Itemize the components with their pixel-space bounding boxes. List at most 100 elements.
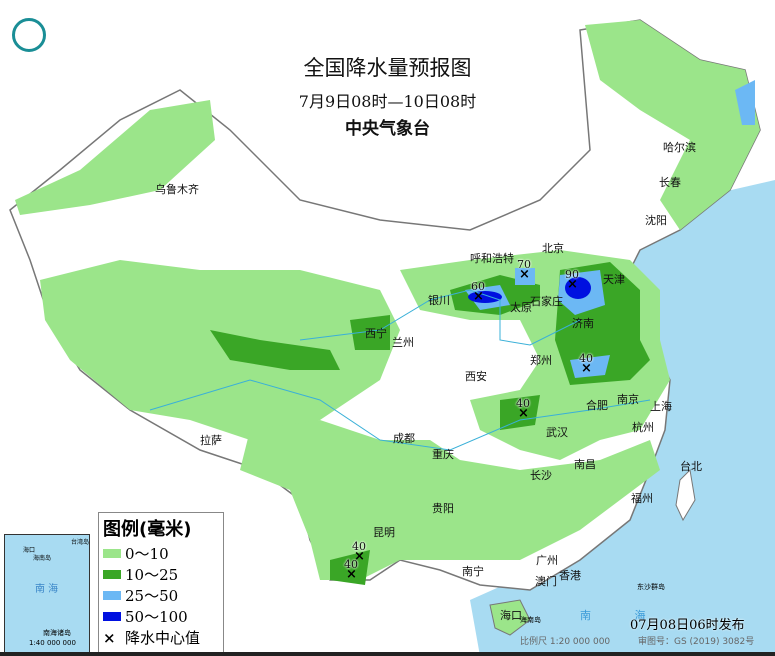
city-label: 广州: [536, 554, 558, 567]
city-label: 哈尔滨: [663, 141, 696, 154]
rain-10-25-f: [350, 315, 390, 350]
city-label: 合肥: [586, 399, 608, 412]
rain-50-100-a: [468, 291, 502, 303]
rain-center-x-icon: ×: [473, 289, 484, 304]
legend-label: 0～10: [125, 545, 169, 563]
legend-item: 25～50: [99, 585, 223, 606]
footer-south-sea: 南 海: [580, 609, 666, 622]
city-label: 长沙: [530, 469, 552, 482]
city-label: 拉萨: [200, 434, 222, 447]
footer-dongsha: 东沙群岛: [637, 583, 665, 591]
city-label: 济南: [572, 317, 594, 330]
city-label: 西安: [465, 370, 487, 383]
cma-logo: [12, 18, 46, 52]
legend-swatch: [103, 591, 121, 600]
map-subtitle: 7月9日08时—10日08时: [298, 92, 477, 111]
inset-sea-label: 南 海: [35, 584, 59, 595]
rain-0-10-xj: [15, 100, 215, 215]
city-label: 澳门: [535, 575, 557, 588]
rain-center-value: 40: [352, 540, 366, 553]
inset-scale: 1:40 000 000: [29, 639, 76, 647]
city-label: 北京: [542, 242, 564, 255]
rain-0-10-south: [240, 420, 660, 580]
rain-25-50-d: [570, 355, 610, 378]
issuer: 中央气象台: [345, 119, 430, 139]
south-sea-inset: 南 海 南海诸岛 1:40 000 000 海口 海南岛 台湾岛: [4, 534, 90, 654]
rain-25-50-b: [515, 268, 535, 285]
city-label: 郑州: [530, 354, 552, 367]
rain-10-25-a: [210, 330, 340, 370]
city-label: 太原: [510, 301, 532, 314]
taiwan: [675, 468, 696, 522]
yangtze-river: [149, 379, 651, 451]
legend-item: 50～100: [99, 606, 223, 627]
inset-label: 台湾岛: [71, 539, 90, 546]
hainan: [489, 599, 531, 636]
city-label: 台北: [680, 460, 702, 473]
legend-center: × 降水中心值: [99, 627, 223, 648]
rain-center-x-icon: ×: [354, 549, 365, 564]
city-label: 上海: [650, 400, 672, 413]
city-label: 兰州: [392, 336, 414, 349]
city-label: 石家庄: [530, 295, 563, 308]
rain-25-50-ne: [735, 80, 755, 125]
rain-center-x-icon: ×: [518, 406, 529, 421]
rain-0-10-ne: [585, 20, 760, 230]
footer-hainan: 海南岛: [520, 616, 541, 624]
rain-center-x-icon: ×: [519, 267, 530, 282]
issue-time: 07月08日06时发布: [630, 618, 745, 633]
legend-swatch: [103, 549, 121, 558]
city-label: 福州: [631, 492, 653, 505]
city-label: 贵阳: [432, 502, 454, 515]
rain-10-25-d: [500, 395, 540, 430]
legend: 图例(毫米) 0～10 10～25 25～50 50～100 × 降水中心值: [98, 512, 224, 654]
city-label: 香港: [559, 569, 581, 582]
legend-label: 50～100: [125, 608, 188, 626]
legend-label: 25～50: [125, 587, 179, 605]
approval-number: 审图号：GS (2019) 3082号: [638, 637, 755, 647]
yellow-river: [299, 289, 581, 346]
city-label: 长春: [659, 176, 681, 189]
legend-item: 10～25: [99, 564, 223, 585]
inset-islands-label: 南海诸岛: [43, 629, 71, 637]
rain-center-x-icon: ×: [581, 361, 592, 376]
city-label: 武汉: [546, 426, 568, 439]
city-label: 西宁: [365, 327, 387, 340]
rain-center-value: 60: [471, 280, 485, 293]
rain-0-10-west: [40, 260, 400, 440]
rain-center-value: 40: [516, 397, 530, 410]
legend-item: 0～10: [99, 543, 223, 564]
city-label: 海口: [500, 609, 522, 622]
scale-text: 比例尺 1:20 000 000: [520, 637, 611, 647]
legend-label: 降水中心值: [125, 629, 201, 647]
legend-swatch: [103, 612, 121, 621]
map-title: 全国降水量预报图: [303, 56, 472, 80]
rain-50-100-b: [565, 277, 591, 299]
rain-center-x-icon: ×: [567, 277, 578, 292]
inset-label: 海南岛: [33, 555, 52, 562]
rain-center-value: 40: [344, 558, 358, 571]
city-label: 南京: [617, 393, 639, 406]
x-icon: ×: [103, 628, 116, 647]
rain-center-value: 90: [565, 268, 579, 281]
legend-title: 图例(毫米): [103, 519, 192, 540]
city-label: 沈阳: [645, 214, 667, 227]
city-label: 杭州: [632, 421, 654, 434]
city-label: 乌鲁木齐: [155, 183, 199, 196]
city-label: 南宁: [462, 565, 484, 578]
rain-center-value: 70: [517, 258, 531, 271]
city-label: 天津: [603, 273, 625, 286]
city-label: 昆明: [373, 526, 395, 539]
city-label: 重庆: [432, 448, 454, 461]
legend-label: 10～25: [125, 566, 179, 584]
city-label: 成都: [393, 432, 415, 445]
bottom-border: [0, 652, 775, 656]
city-label: 呼和浩特: [470, 252, 514, 265]
rain-center-value: 40: [579, 352, 593, 365]
rain-center-x-icon: ×: [346, 567, 357, 582]
rain-10-25-e: [330, 550, 370, 585]
inset-label: 海口: [23, 547, 36, 554]
city-label: 银川: [428, 294, 450, 307]
